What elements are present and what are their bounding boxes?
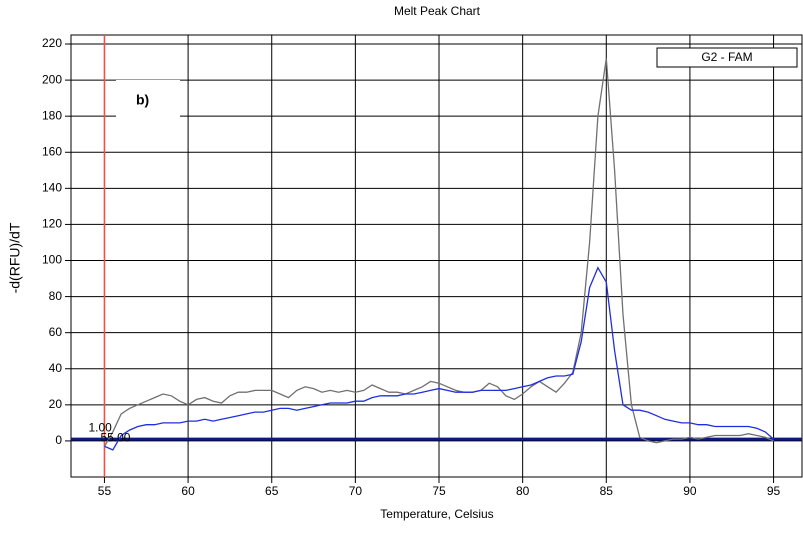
x-tick-label: 90 xyxy=(683,484,697,498)
y-axis-label: -d(RFU)/dT xyxy=(7,222,23,293)
annotation-box xyxy=(116,80,180,118)
legend-label: G2 - FAM xyxy=(701,50,752,64)
marker-label: 55.00 xyxy=(100,430,130,444)
x-tick-label: 60 xyxy=(181,484,195,498)
y-tick-label: 0 xyxy=(55,433,62,447)
plot-area xyxy=(70,34,803,478)
legend-box xyxy=(656,47,798,68)
y-tick-label: 120 xyxy=(42,217,62,231)
y-tick-label: 160 xyxy=(42,144,62,158)
x-tick-label: 95 xyxy=(767,484,781,498)
y-tick-label: 80 xyxy=(49,289,63,303)
annotation: b) xyxy=(136,92,149,108)
x-tick-label: 55 xyxy=(98,484,112,498)
y-tick-label: 100 xyxy=(42,253,62,267)
x-tick-label: 75 xyxy=(432,484,446,498)
y-tick-label: 140 xyxy=(42,181,62,195)
x-tick-label: 70 xyxy=(349,484,363,498)
y-tick-label: 20 xyxy=(49,397,63,411)
x-axis-label: Temperature, Celsius xyxy=(380,507,493,521)
chart-title: Melt Peak Chart xyxy=(394,4,481,18)
series-line xyxy=(104,266,775,451)
threshold-label: 1.00 xyxy=(88,420,112,434)
y-tick-label: 200 xyxy=(42,72,62,86)
x-tick-label: 65 xyxy=(265,484,279,498)
x-tick-label: 80 xyxy=(516,484,530,498)
y-tick-label: 180 xyxy=(42,108,62,122)
x-tick-label: 85 xyxy=(600,484,614,498)
y-tick-label: 40 xyxy=(49,361,63,375)
y-tick-label: 60 xyxy=(49,325,63,339)
series-line xyxy=(103,58,774,447)
y-tick-label: 220 xyxy=(42,36,62,50)
